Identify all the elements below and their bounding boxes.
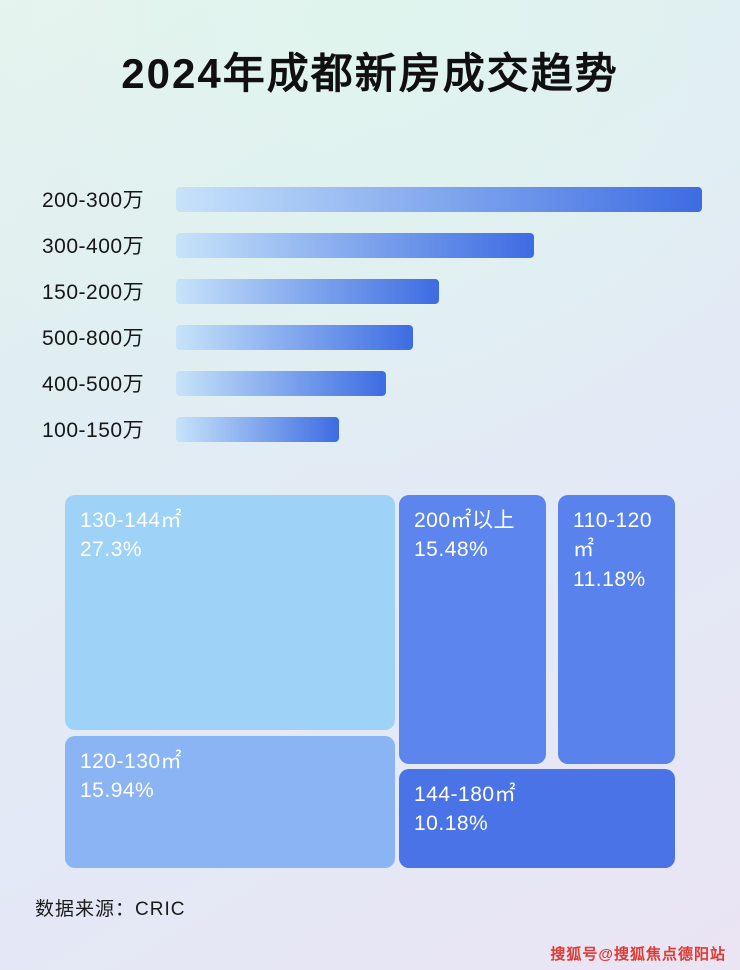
bar-category-label: 200-300万 <box>42 189 145 212</box>
treemap-block-120-130: 120-130㎡ 15.94% <box>65 736 395 868</box>
data-source-label: 数据来源：CRIC <box>35 899 186 920</box>
treemap-block-value: 27.3% <box>80 538 143 562</box>
bar-category-label: 100-150万 <box>42 419 145 442</box>
bar <box>176 324 413 350</box>
bar-row: 200-300万 <box>42 186 702 212</box>
treemap-block-200-plus: 200㎡以上 15.48% <box>399 495 546 764</box>
treemap-block-value: 11.18% <box>573 567 646 591</box>
watermark-label: 搜狐号@搜狐焦点德阳站 <box>550 946 726 963</box>
bar <box>176 370 387 396</box>
treemap-block-label: 120-130㎡ <box>80 750 183 773</box>
bar-row: 400-500万 <box>42 370 702 396</box>
bar-row: 150-200万 <box>42 278 702 304</box>
bar-track <box>176 232 702 258</box>
bar-track <box>176 278 702 304</box>
bar-category-label: 500-800万 <box>42 327 145 350</box>
bar-category-label: 400-500万 <box>42 373 145 396</box>
bar-row: 100-150万 <box>42 416 702 442</box>
treemap-block-144-180: 144-180㎡ 10.18% <box>399 769 675 868</box>
treemap-block-label: 200㎡以上 <box>414 509 516 532</box>
bar-track <box>176 416 702 442</box>
treemap-block-label: 144-180㎡ <box>414 783 517 806</box>
treemap-block-130-144: 130-144㎡ 27.3% <box>65 495 395 730</box>
treemap-block-label: 130-144㎡ <box>80 509 183 532</box>
bar-category-label: 300-400万 <box>42 235 145 258</box>
bar-chart: 200-300万 300-400万 150-200万 500-800万 400-500万… <box>42 186 702 462</box>
bar-track <box>176 370 702 396</box>
bar <box>176 186 702 212</box>
bar <box>176 416 340 442</box>
treemap-block-value: 15.48% <box>414 538 489 562</box>
treemap-block-value: 15.94% <box>80 779 155 803</box>
treemap-block-110-120: 110-120㎡ 11.18% <box>558 495 675 764</box>
treemap-block-label: 110-120㎡ <box>573 509 653 562</box>
bar-row: 300-400万 <box>42 232 702 258</box>
bar <box>176 232 534 258</box>
bar <box>176 278 439 304</box>
bar-category-label: 150-200万 <box>42 281 145 304</box>
treemap-chart: 130-144㎡ 27.3% 200㎡以上 15.48% 110-120㎡ 11… <box>65 495 675 868</box>
bar-track <box>176 186 702 212</box>
bar-track <box>176 324 702 350</box>
page-title: 2024年成都新房成交趋势 <box>121 50 619 97</box>
treemap-block-value: 10.18% <box>414 812 489 836</box>
bar-row: 500-800万 <box>42 324 702 350</box>
